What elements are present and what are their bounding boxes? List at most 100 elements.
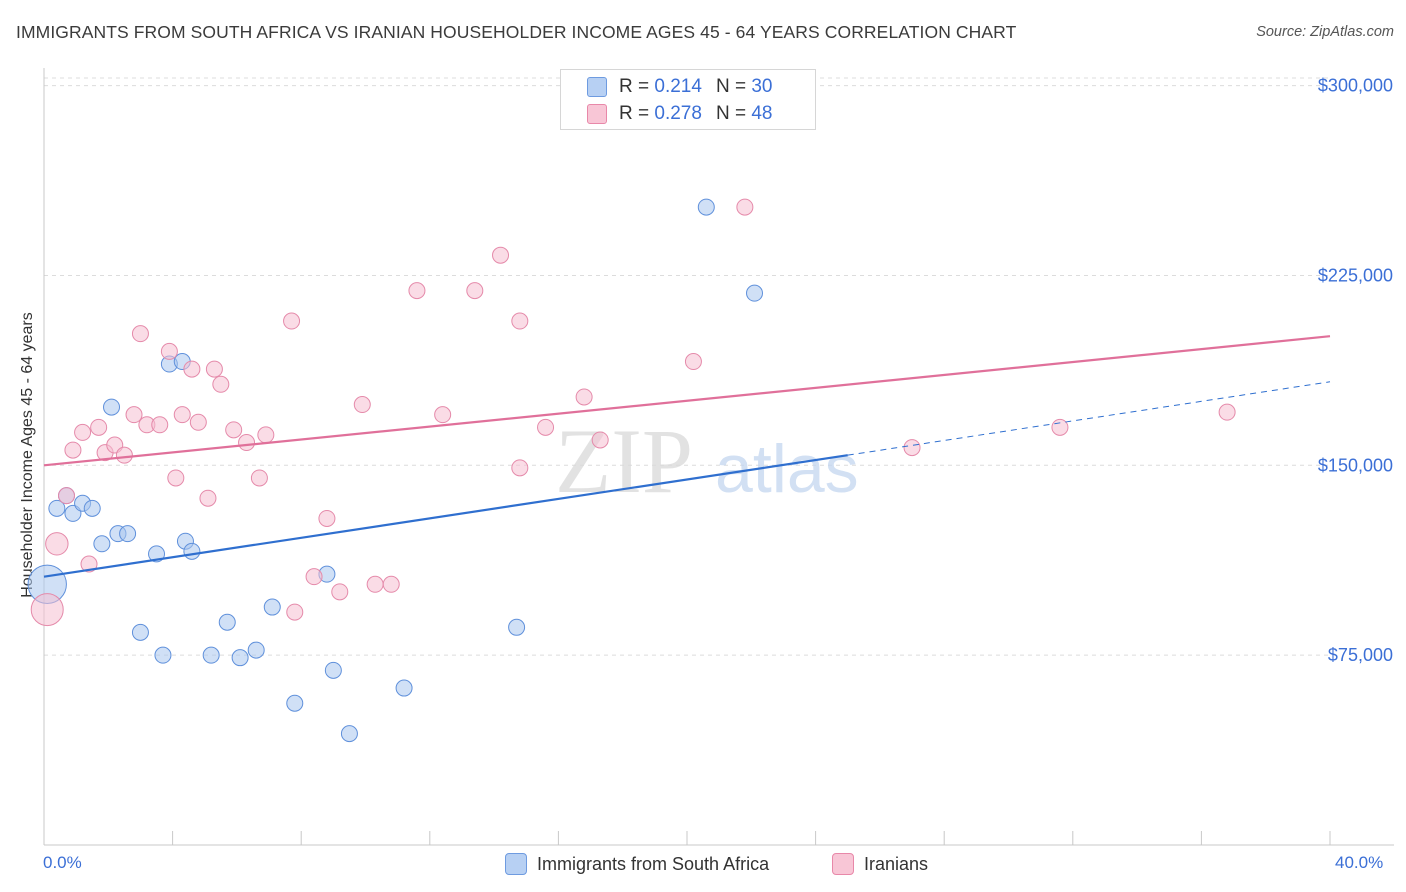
- point-south-africa: [131, 623, 149, 641]
- point-south-africa: [395, 679, 413, 697]
- point-iranians: [74, 423, 92, 441]
- trend-line-south-africa: [43, 454, 848, 578]
- point-iranians: [318, 509, 336, 527]
- point-iranians: [80, 555, 98, 573]
- point-iranians: [331, 583, 349, 601]
- point-south-africa: [183, 542, 201, 560]
- watermark-atlas: atlas: [715, 431, 859, 507]
- point-iranians: [167, 469, 185, 487]
- y-tick-label: $75,000: [1328, 645, 1393, 665]
- point-iranians: [160, 342, 178, 360]
- point-iranians: [382, 575, 400, 593]
- point-iranians: [131, 325, 149, 343]
- point-iranians: [90, 418, 108, 436]
- point-iranians: [434, 406, 452, 424]
- legend-swatch-blue: [587, 77, 607, 97]
- bottom-legend-label: Iranians: [864, 853, 929, 874]
- point-iranians: [511, 312, 529, 330]
- point-south-africa: [286, 694, 304, 712]
- point-south-africa: [340, 725, 358, 743]
- point-iranians: [58, 487, 76, 505]
- correlation-legend: R = 0.214 N = 30 R = 0.278 N = 48: [560, 69, 816, 130]
- point-iranians: [30, 593, 64, 627]
- point-iranians: [115, 446, 133, 464]
- legend-row-iranians: R = 0.278 N = 48: [587, 102, 772, 126]
- point-south-africa: [247, 641, 265, 659]
- point-iranians: [492, 246, 510, 264]
- point-south-africa: [103, 398, 121, 416]
- y-tick-label: $300,000: [1318, 76, 1393, 96]
- legend-r-label: R =: [619, 103, 650, 124]
- legend-n-value: 30: [751, 76, 773, 97]
- point-iranians: [238, 434, 256, 452]
- point-iranians: [366, 575, 384, 593]
- trend-lines: [43, 335, 1331, 578]
- point-iranians: [736, 198, 754, 216]
- point-south-africa: [508, 618, 526, 636]
- point-iranians: [250, 469, 268, 487]
- point-iranians: [173, 406, 191, 424]
- point-south-africa: [119, 525, 137, 543]
- point-iranians: [466, 282, 484, 300]
- y-tick-labels: $75,000 $150,000 $225,000 $300,000: [1318, 76, 1393, 666]
- bottom-legend-swatch-pink: [832, 853, 854, 875]
- point-iranians: [684, 353, 702, 371]
- point-iranians: [257, 426, 275, 444]
- point-iranians: [305, 568, 323, 586]
- point-iranians: [353, 396, 371, 414]
- trend-extension-south-africa: [847, 381, 1331, 456]
- point-iranians: [212, 375, 230, 393]
- point-iranians: [64, 441, 82, 459]
- point-south-africa: [202, 646, 220, 664]
- point-south-africa: [697, 198, 715, 216]
- point-south-africa: [148, 545, 166, 563]
- point-iranians: [903, 439, 921, 457]
- bottom-legend-label: Immigrants from South Africa: [537, 853, 770, 874]
- point-iranians: [537, 418, 555, 436]
- axes: [43, 68, 1394, 846]
- legend-r-value: 0.214: [654, 76, 702, 97]
- point-south-africa: [263, 598, 281, 616]
- bottom-legend-south-africa[interactable]: Immigrants from South Africa: [505, 852, 769, 876]
- point-iranians: [591, 431, 609, 449]
- legend-n-value: 48: [751, 103, 773, 124]
- point-iranians: [125, 406, 143, 424]
- point-iranians: [511, 459, 529, 477]
- legend-r-label: R =: [619, 76, 650, 97]
- legend-n-label: N =: [715, 103, 747, 124]
- y-tick-label: $150,000: [1318, 455, 1393, 475]
- point-south-africa: [746, 284, 764, 302]
- legend-n-label: N =: [715, 76, 747, 97]
- point-iranians: [286, 603, 304, 621]
- point-south-africa: [93, 535, 111, 553]
- point-iranians: [575, 388, 593, 406]
- point-iranians: [183, 360, 201, 378]
- point-iranians: [151, 416, 169, 434]
- source-credit: Source: ZipAtlas.com: [1256, 24, 1394, 40]
- point-south-africa: [48, 499, 66, 517]
- legend-r-value: 0.278: [654, 103, 702, 124]
- point-iranians: [199, 489, 217, 507]
- bottom-legend-swatch-blue: [505, 853, 527, 875]
- point-south-africa: [83, 499, 101, 517]
- chart-title: IMMIGRANTS FROM SOUTH AFRICA VS IRANIAN …: [16, 22, 1017, 42]
- point-iranians: [283, 312, 301, 330]
- legend-swatch-pink: [587, 104, 607, 124]
- point-south-africa: [324, 661, 342, 679]
- point-iranians: [189, 413, 207, 431]
- bottom-legend-iranians[interactable]: Iranians: [832, 852, 928, 876]
- x-tick-label-min: 0.0%: [43, 853, 82, 872]
- point-iranians: [1218, 403, 1236, 421]
- data-points: [27, 198, 1236, 743]
- point-south-africa: [154, 646, 172, 664]
- x-tick-label-max: 40.0%: [1335, 853, 1384, 872]
- y-tick-label: $225,000: [1318, 265, 1393, 285]
- point-iranians: [205, 360, 223, 378]
- point-iranians: [45, 532, 69, 556]
- trend-line-iranians: [43, 335, 1331, 467]
- legend-row-south-africa: R = 0.214 N = 30: [587, 75, 772, 99]
- point-iranians: [225, 421, 243, 439]
- point-iranians: [408, 282, 426, 300]
- point-south-africa: [218, 613, 236, 631]
